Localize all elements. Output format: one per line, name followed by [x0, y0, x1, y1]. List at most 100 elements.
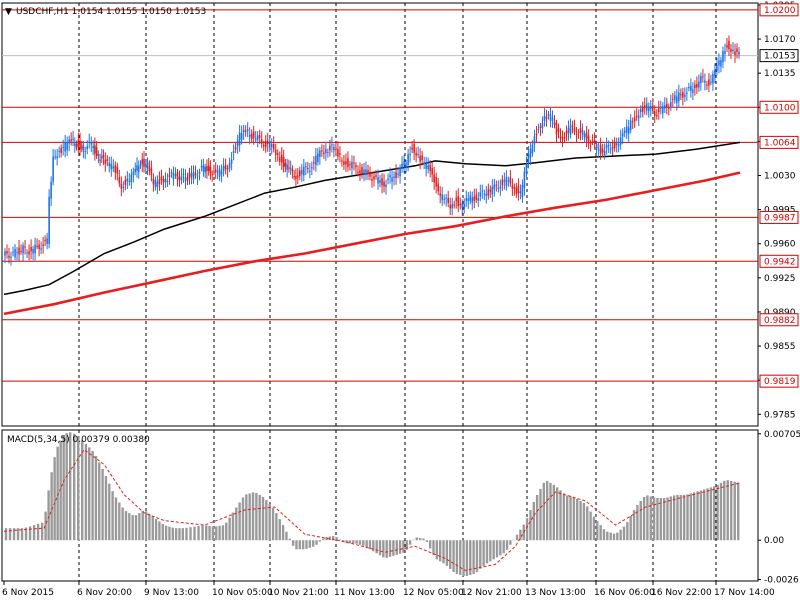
level-price-label: 0.9882 — [764, 316, 796, 326]
candle-body — [194, 173, 197, 176]
macd-histogram-bar — [659, 497, 662, 541]
macd-histogram-bar — [185, 527, 188, 541]
candle-body — [166, 180, 169, 182]
macd-histogram-bar — [62, 436, 65, 541]
candle-body — [393, 176, 395, 178]
candle-body — [565, 130, 568, 135]
candle-body — [327, 152, 329, 154]
macd-histogram-bar — [559, 490, 562, 541]
candle-body — [501, 179, 504, 186]
candle-body — [274, 149, 277, 155]
macd-histogram-bar — [315, 540, 318, 545]
candle-body — [421, 155, 423, 160]
candle-body — [549, 114, 552, 121]
candle-body — [256, 135, 259, 140]
macd-histogram-bar — [415, 537, 418, 541]
candle-body — [144, 164, 147, 166]
macd-histogram-bar — [425, 540, 429, 542]
candle-body — [184, 176, 187, 182]
candle-body — [56, 156, 58, 159]
candle-body — [94, 145, 96, 154]
macd-histogram-bar — [128, 513, 131, 541]
macd-histogram-bar — [392, 540, 395, 556]
price-tick-label: 0.9995 — [764, 206, 796, 216]
candle-body — [228, 163, 231, 169]
candle-body — [4, 251, 6, 256]
candle-body — [732, 49, 734, 52]
macd-histogram-bar — [161, 523, 164, 541]
candle-body — [537, 128, 540, 130]
macd-histogram-bar — [24, 527, 28, 541]
macd-histogram-bar — [332, 535, 335, 541]
candle-body — [533, 136, 536, 145]
candle-body — [252, 131, 255, 138]
candle-body — [643, 105, 646, 107]
candle-body — [313, 162, 315, 164]
candle-body — [413, 143, 415, 153]
macd-indicator — [3, 432, 741, 576]
candle-body — [367, 169, 369, 175]
candle-body — [102, 155, 105, 158]
candle-body — [692, 89, 694, 93]
candle-body — [28, 251, 30, 255]
candle-body — [216, 171, 219, 173]
candle-body — [429, 164, 431, 171]
candle-body — [575, 133, 578, 135]
candle-body — [485, 193, 488, 196]
macd-histogram-bar — [36, 523, 40, 541]
price-tick-label: 0.9960 — [764, 240, 796, 250]
candle-body — [337, 148, 339, 157]
macd-panel[interactable] — [1, 429, 759, 582]
time-tick-label: 12 Nov 05:00 — [403, 588, 464, 598]
candle-body — [296, 175, 299, 178]
candle-body — [447, 197, 450, 203]
candle-body — [42, 244, 44, 246]
macd-histogram-bar — [418, 537, 422, 541]
macd-histogram-bar — [716, 484, 719, 541]
candle-body — [471, 197, 474, 203]
macd-histogram-bar — [158, 521, 161, 541]
candle-body — [738, 51, 740, 55]
candle-body — [264, 140, 267, 148]
price-panel[interactable] — [1, 2, 759, 427]
candle-body — [120, 183, 123, 189]
candle-body — [246, 129, 249, 132]
macd-histogram-bar — [662, 497, 666, 541]
candle-body — [700, 76, 702, 83]
macd-histogram-bar — [689, 493, 693, 541]
level-price-label: 1.0100 — [764, 103, 796, 113]
candle-body — [495, 184, 498, 186]
candle-body — [680, 94, 682, 96]
candle-body — [36, 245, 38, 247]
candle-body — [623, 130, 626, 133]
macd-histogram-bar — [215, 526, 218, 541]
level-price-tag — [759, 3, 799, 17]
candle-body — [399, 167, 401, 177]
candle-body — [293, 176, 295, 178]
candle-body — [559, 135, 562, 139]
macd-histogram-bar — [238, 502, 241, 541]
macd-histogram-bar — [726, 480, 729, 541]
candle-body — [88, 141, 91, 143]
candle-body — [204, 166, 206, 173]
macd-histogram-bar — [499, 540, 502, 556]
symbol-dropdown-icon[interactable]: ▼ — [5, 7, 12, 17]
candle-body — [641, 107, 644, 112]
macd-histogram-bar — [669, 496, 673, 541]
candle-body — [139, 164, 142, 166]
macd-histogram-bar — [218, 525, 221, 541]
macd-histogram-bar — [472, 540, 475, 574]
candle-body — [236, 140, 239, 147]
macd-histogram-bar — [489, 540, 492, 562]
candle-body — [288, 167, 290, 169]
candle-body — [136, 165, 138, 171]
macd-histogram-bar — [733, 481, 736, 541]
candle-body — [621, 132, 624, 137]
candle-body — [583, 133, 586, 138]
macd-histogram-bar — [235, 507, 238, 541]
candle-body — [553, 121, 556, 126]
macd-histogram-bar — [676, 494, 679, 541]
candle-body — [137, 166, 140, 173]
macd-histogram-bar — [94, 455, 98, 541]
